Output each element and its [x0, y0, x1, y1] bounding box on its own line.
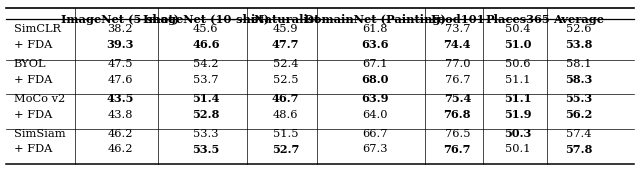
Text: 51.1: 51.1	[506, 75, 531, 85]
Text: + FDA: + FDA	[14, 144, 52, 155]
Text: 56.2: 56.2	[565, 109, 593, 120]
Text: 76.8: 76.8	[444, 109, 471, 120]
Text: 53.8: 53.8	[565, 39, 593, 51]
Text: 66.7: 66.7	[362, 129, 387, 139]
Text: 47.7: 47.7	[272, 39, 300, 51]
Text: 45.9: 45.9	[273, 24, 298, 34]
Text: 73.7: 73.7	[445, 24, 470, 34]
Text: 76.5: 76.5	[445, 129, 470, 139]
Text: SimSiam: SimSiam	[14, 129, 65, 139]
Text: 45.6: 45.6	[193, 24, 219, 34]
Text: 52.8: 52.8	[192, 109, 220, 120]
Text: 51.9: 51.9	[504, 109, 532, 120]
Text: 76.7: 76.7	[445, 75, 470, 85]
Text: 47.5: 47.5	[107, 59, 132, 69]
Text: ImageNet (10-shot): ImageNet (10-shot)	[143, 14, 269, 25]
Text: 46.2: 46.2	[107, 144, 132, 155]
Text: BYOL: BYOL	[14, 59, 47, 69]
Text: 43.8: 43.8	[107, 110, 132, 120]
Text: + FDA: + FDA	[14, 40, 52, 50]
Text: 52.4: 52.4	[273, 59, 298, 69]
Text: 58.3: 58.3	[565, 74, 593, 85]
Text: 48.6: 48.6	[273, 110, 298, 120]
Text: SimCLR: SimCLR	[14, 24, 61, 34]
Text: iNaturalist: iNaturalist	[251, 14, 320, 25]
Text: 74.4: 74.4	[444, 39, 471, 51]
Text: Average: Average	[554, 14, 605, 25]
Text: 46.6: 46.6	[192, 39, 220, 51]
Text: 68.0: 68.0	[361, 74, 388, 85]
Text: 50.4: 50.4	[506, 24, 531, 34]
Text: MoCo v2: MoCo v2	[14, 94, 65, 104]
Text: 38.2: 38.2	[107, 24, 132, 34]
Text: Places365: Places365	[486, 14, 550, 25]
Text: 52.6: 52.6	[566, 24, 592, 34]
Text: DomainNet (Painting): DomainNet (Painting)	[303, 14, 445, 25]
Text: 52.5: 52.5	[273, 75, 298, 85]
Text: + FDA: + FDA	[14, 75, 52, 85]
Text: 57.8: 57.8	[565, 144, 593, 155]
Text: 67.1: 67.1	[362, 59, 387, 69]
Text: 53.3: 53.3	[193, 129, 219, 139]
Text: 64.0: 64.0	[362, 110, 387, 120]
Text: 61.8: 61.8	[362, 24, 387, 34]
Text: 39.3: 39.3	[106, 39, 134, 51]
Text: 50.1: 50.1	[506, 144, 531, 155]
Text: ImageNet (5-shot): ImageNet (5-shot)	[61, 14, 179, 25]
Text: 76.7: 76.7	[444, 144, 471, 155]
Text: + FDA: + FDA	[14, 110, 52, 120]
Text: 46.7: 46.7	[272, 93, 300, 104]
Text: 54.2: 54.2	[193, 59, 219, 69]
Text: 77.0: 77.0	[445, 59, 470, 69]
Text: 63.6: 63.6	[361, 39, 388, 51]
Text: 53.7: 53.7	[193, 75, 219, 85]
Text: 67.3: 67.3	[362, 144, 387, 155]
Text: Food101: Food101	[430, 14, 484, 25]
Text: 75.4: 75.4	[444, 93, 471, 104]
Text: 55.3: 55.3	[565, 93, 593, 104]
Text: 47.6: 47.6	[107, 75, 132, 85]
Text: 63.9: 63.9	[361, 93, 388, 104]
Text: 58.1: 58.1	[566, 59, 592, 69]
Text: 50.3: 50.3	[504, 128, 532, 139]
Text: 57.4: 57.4	[566, 129, 592, 139]
Text: 51.4: 51.4	[192, 93, 220, 104]
Text: 50.6: 50.6	[506, 59, 531, 69]
Text: 51.1: 51.1	[504, 93, 532, 104]
Text: 52.7: 52.7	[272, 144, 299, 155]
Text: 43.5: 43.5	[106, 93, 134, 104]
Text: 46.2: 46.2	[107, 129, 132, 139]
Text: 53.5: 53.5	[192, 144, 220, 155]
Text: 51.0: 51.0	[504, 39, 532, 51]
Text: 51.5: 51.5	[273, 129, 298, 139]
